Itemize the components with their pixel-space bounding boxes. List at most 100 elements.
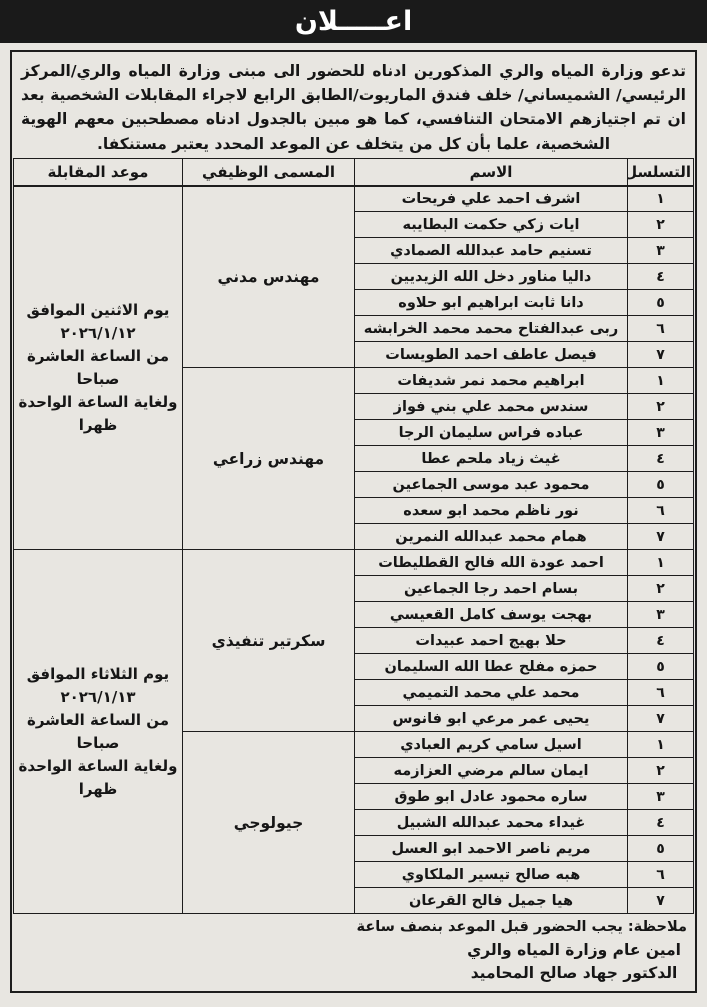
candidate-name-cell: نور ناظم محمد ابو سعده (354, 497, 628, 524)
table-row: ٧ هيا جميل فالح القرعان (14, 887, 694, 914)
candidate-name-cell: ربى عبدالفتاح محمد محمد الخرابشه (354, 315, 628, 342)
interview-date-line: ولغاية الساعة الواحدة (18, 756, 178, 775)
serial-cell: ٦ (627, 315, 694, 342)
table-row: ٣ تسنيم حامد عبدالله الصمادي (14, 237, 694, 264)
interviews-table: التسلسل الاسم المسمى الوظيفي موعد المقاب… (13, 158, 694, 914)
candidate-name-cell: فيصل عاطف احمد الطويسات (354, 341, 628, 368)
serial-cell: ٧ (627, 341, 694, 368)
candidate-name-cell: حلا بهيج احمد عبيدات (354, 627, 628, 654)
serial-cell: ٦ (627, 861, 694, 888)
table-row: ٤ حلا بهيج احمد عبيدات (14, 627, 694, 654)
serial-cell: ٦ (627, 497, 694, 524)
serial-cell: ٤ (627, 263, 694, 290)
table-row: ٧ فيصل عاطف احمد الطويسات (14, 341, 694, 368)
header-job-title: المسمى الوظيفي (182, 158, 355, 187)
candidate-name-cell: همام محمد عبدالله النمرين (354, 523, 628, 550)
serial-cell: ٣ (627, 419, 694, 446)
serial-cell: ٣ (627, 601, 694, 628)
interview-date-line: ٢٠٢٦/١/١٢ (60, 323, 136, 342)
interview-date-line: ولغاية الساعة الواحدة (18, 392, 178, 411)
interview-date-line: ٢٠٢٦/١/١٣ (60, 687, 136, 706)
candidate-name-cell: دانا ثابت ابراهيم ابو حلاوه (354, 289, 628, 316)
candidate-name-cell: محمد علي محمد التميمي (354, 679, 628, 706)
table-row: ١ اشرف احمد علي فريحات مهندس مدني يوم الاثن… (13, 185, 694, 550)
candidate-name-cell: غيداء محمد عبدالله الشبيل (354, 809, 628, 836)
candidate-name-cell: مريم ناصر الاحمد ابو العسل (354, 835, 628, 862)
table-row: ٧ همام محمد عبدالله النمرين (14, 523, 694, 550)
table-row: ٦ محمد علي محمد التميمي (14, 679, 694, 706)
title-bar: اعـــــلان (0, 0, 707, 43)
candidate-name-cell: ايمان سالم مرضي العزازمه (354, 757, 628, 784)
interview-date-line: ظهرا (78, 779, 118, 798)
interview-date-line: من الساعة العاشرة (26, 346, 170, 365)
table-row: ٦ نور ناظم محمد ابو سعده (14, 497, 694, 524)
interview-date-line: يوم الثلاثاء الموافق (26, 664, 170, 683)
table-row: ٢ بسام احمد رجا الجماعين (14, 575, 694, 602)
serial-cell: ٧ (627, 705, 694, 732)
table-row: ١ احمد عودة الله فالح القطليطات سكرتير تنف… (13, 549, 694, 914)
interview-date-line: من الساعة العاشرة (26, 710, 170, 729)
candidate-name-cell: بسام احمد رجا الجماعين (354, 575, 628, 602)
serial-cell: ٦ (627, 679, 694, 706)
serial-cell: ٥ (627, 471, 694, 498)
serial-cell: ٢ (627, 211, 694, 238)
serial-cell: ٣ (627, 237, 694, 264)
signature-title: امين عام وزارة المياه والري (467, 941, 681, 959)
serial-cell: ٤ (627, 809, 694, 836)
serial-cell: ١ (627, 549, 694, 576)
table-row: ٤ غيداء محمد عبدالله الشبيل (14, 809, 694, 836)
job-title-cell: سكرتير تنفيذي (182, 549, 355, 732)
candidate-name-cell: محمود عبد موسى الجماعين (354, 471, 628, 498)
table-row: ١ اسيل سامي كريم العبادي جيولوجي (14, 731, 694, 914)
candidate-name-cell: اشرف احمد علي فريحات (354, 185, 628, 212)
header-name: الاسم (354, 158, 628, 187)
candidate-name-cell: هبه صالح تيسير الملكاوي (354, 861, 628, 888)
interview-date-line: يوم الاثنين الموافق (26, 300, 170, 319)
candidate-name-cell: تسنيم حامد عبدالله الصمادي (354, 237, 628, 264)
intro-paragraph: تدعو وزارة المياه والري المذكورين ادناه … (21, 62, 686, 153)
table-header-row: التسلسل الاسم المسمى الوظيفي موعد المقاب… (13, 158, 694, 187)
candidate-name-cell: داليا مناور دخل الله الزيديين (354, 263, 628, 290)
interview-date-line: صباحا (76, 733, 120, 752)
interview-date-cell: يوم الثلاثاء الموافق ٢٠٢٦/١/١٣ من الساعة ا… (13, 549, 183, 914)
serial-cell: ١ (627, 185, 694, 212)
candidate-name-cell: اسيل سامي كريم العبادي (354, 731, 628, 758)
candidate-name-cell: هيا جميل فالح القرعان (354, 887, 628, 914)
job-title-cell: مهندس مدني (182, 185, 355, 368)
table-row: ٦ ربى عبدالفتاح محمد محمد الخرابشه (14, 315, 694, 342)
candidate-name-cell: عباده فراس سليمان الرجا (354, 419, 628, 446)
table-row: ٥ محمود عبد موسى الجماعين (14, 471, 694, 498)
serial-cell: ٢ (627, 575, 694, 602)
serial-cell: ١ (627, 731, 694, 758)
header-serial: التسلسل (627, 158, 694, 187)
job-title-cell: مهندس زراعي (182, 367, 355, 550)
serial-cell: ٧ (627, 887, 694, 914)
serial-cell: ٣ (627, 783, 694, 810)
header-interview-date: موعد المقابلة (13, 158, 183, 187)
serial-cell: ٧ (627, 523, 694, 550)
serial-cell: ٤ (627, 627, 694, 654)
serial-cell: ٤ (627, 445, 694, 472)
signature-name: الدكتور جهاد صالح المحاميد (470, 964, 678, 982)
candidate-name-cell: ساره محمود عادل ابو طوق (354, 783, 628, 810)
serial-cell: ٥ (627, 653, 694, 680)
candidate-name-cell: بهجت يوسف كامل القعيسي (354, 601, 628, 628)
interview-date-cell: يوم الاثنين الموافق ٢٠٢٦/١/١٢ من الساعة ال… (13, 185, 183, 550)
interview-date-line: ظهرا (78, 415, 118, 434)
candidate-name-cell: ابراهيم محمد نمر شديفات (354, 367, 628, 394)
signature-block: امين عام وزارة المياه والري الدكتور جهاد… (467, 939, 695, 985)
serial-cell: ٢ (627, 393, 694, 420)
table-row: ٤ غيث زياد ملحم عطا (14, 445, 694, 472)
table-row: ٢ ايمان سالم مرضي العزازمه (14, 757, 694, 784)
serial-cell: ١ (627, 367, 694, 394)
candidate-name-cell: سندس محمد علي بني فواز (354, 393, 628, 420)
table-row: ٣ عباده فراس سليمان الرجا (14, 419, 694, 446)
interviews-table-body: ١ اشرف احمد علي فريحات مهندس مدني يوم الاثن… (13, 185, 694, 914)
table-row: ١ ابراهيم محمد نمر شديفات مهندس زراعي (14, 367, 694, 550)
serial-cell: ٢ (627, 757, 694, 784)
interview-date-line: صباحا (76, 369, 120, 388)
candidate-name-cell: حمزه مفلح عطا الله السليمان (354, 653, 628, 680)
table-row: ٢ سندس محمد علي بني فواز (14, 393, 694, 420)
table-row: ٧ يحيى عمر مرعي ابو فانوس (14, 705, 694, 732)
table-row: ٤ داليا مناور دخل الله الزيديين (14, 263, 694, 290)
